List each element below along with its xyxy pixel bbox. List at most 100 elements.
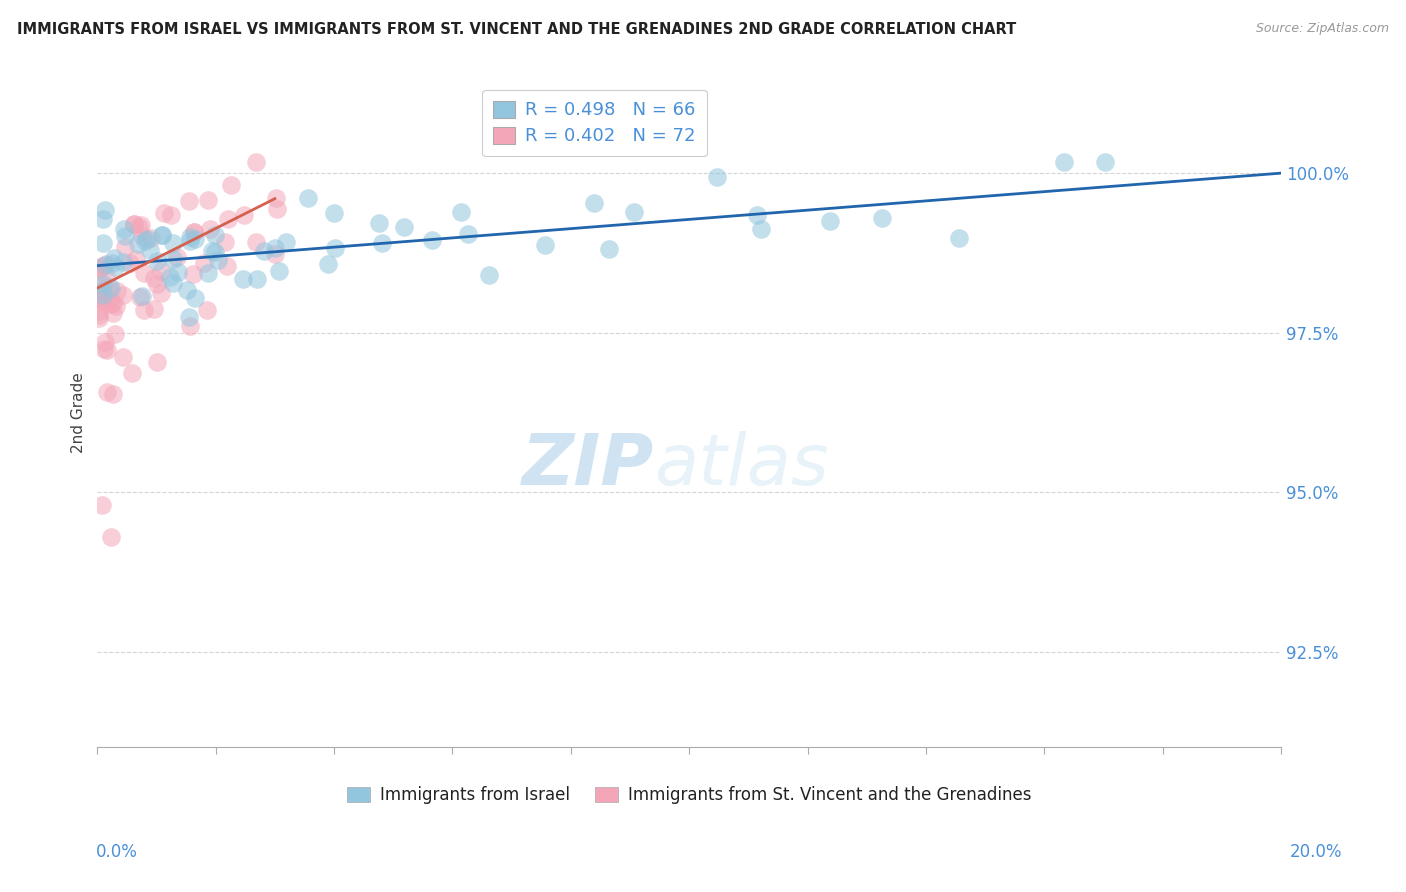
Text: ZIP: ZIP (522, 432, 654, 500)
Point (87, 265, 110, 279)
Point (112, 350, 135, 364)
Point (149, 286, 172, 301)
Point (94, 258, 117, 272)
Point (146, 355, 169, 369)
Point (96, 256, 118, 270)
Point (179, 234, 201, 248)
Point (149, 264, 172, 278)
Point (534, 238, 557, 252)
Point (91, 498, 114, 512)
Point (111, 255, 134, 269)
Point (91, 293, 114, 307)
Point (131, 229, 153, 244)
Point (177, 194, 200, 209)
Point (179, 229, 201, 244)
Point (141, 231, 163, 245)
Point (121, 367, 143, 381)
Point (394, 219, 416, 234)
Point (96, 343, 118, 357)
Point (217, 212, 239, 227)
Point (204, 227, 226, 242)
Point (598, 243, 620, 257)
Text: Source: ZipAtlas.com: Source: ZipAtlas.com (1256, 22, 1389, 36)
Point (197, 266, 219, 280)
Point (184, 232, 207, 246)
Point (420, 233, 443, 247)
Point (371, 235, 394, 250)
Point (101, 296, 124, 310)
Point (100, 281, 122, 295)
Point (134, 266, 156, 280)
Point (204, 244, 226, 259)
Point (87, 261, 110, 276)
Point (105, 284, 128, 298)
Point (747, 208, 769, 222)
Y-axis label: 2nd Grade: 2nd Grade (72, 372, 86, 453)
Text: 20.0%: 20.0% (1291, 843, 1343, 861)
Point (214, 235, 236, 249)
Point (98, 293, 121, 307)
Point (267, 263, 290, 277)
Point (870, 211, 893, 225)
Point (91, 287, 114, 301)
Point (232, 271, 254, 285)
Point (166, 250, 188, 264)
Point (94, 335, 117, 350)
Text: IMMIGRANTS FROM ISRAEL VS IMMIGRANTS FROM ST. VINCENT AND THE GRENADINES 2ND GRA: IMMIGRANTS FROM ISRAEL VS IMMIGRANTS FRO… (17, 22, 1017, 37)
Point (131, 219, 153, 233)
Point (318, 257, 340, 271)
Point (127, 237, 149, 252)
Point (143, 270, 166, 285)
Point (948, 231, 970, 245)
Point (134, 234, 156, 248)
Point (263, 247, 285, 261)
Point (176, 283, 198, 297)
Point (100, 530, 122, 544)
Point (87, 290, 110, 304)
Point (184, 291, 207, 305)
Point (139, 244, 162, 258)
Point (245, 235, 267, 250)
Point (122, 217, 145, 231)
Point (246, 271, 269, 285)
Point (183, 225, 205, 239)
Text: 0.0%: 0.0% (96, 843, 138, 861)
Point (820, 213, 842, 227)
Point (266, 202, 288, 216)
Point (128, 220, 150, 235)
Point (96, 268, 118, 283)
Point (195, 303, 218, 318)
Point (103, 251, 125, 265)
Point (177, 310, 200, 325)
Point (150, 227, 173, 242)
Point (104, 327, 127, 342)
Point (91, 211, 114, 226)
Legend: Immigrants from Israel, Immigrants from St. Vincent and the Grenadines: Immigrants from Israel, Immigrants from … (339, 778, 1040, 813)
Point (91, 236, 114, 251)
Point (233, 208, 256, 222)
Point (87, 311, 110, 326)
Point (101, 306, 124, 320)
Point (87, 285, 110, 300)
Point (159, 269, 181, 284)
Point (181, 267, 204, 281)
Point (89, 284, 111, 298)
Point (125, 252, 148, 266)
Point (623, 205, 645, 219)
Point (207, 252, 229, 267)
Point (264, 191, 287, 205)
Point (91, 259, 114, 273)
Point (93, 342, 115, 356)
Point (450, 204, 472, 219)
Point (91, 283, 114, 297)
Point (193, 256, 215, 270)
Point (1053, 155, 1076, 169)
Point (114, 229, 136, 244)
Point (457, 227, 479, 241)
Point (751, 221, 773, 235)
Point (100, 297, 122, 311)
Text: atlas: atlas (654, 432, 828, 500)
Point (146, 254, 169, 268)
Point (114, 240, 136, 254)
Point (101, 256, 124, 270)
